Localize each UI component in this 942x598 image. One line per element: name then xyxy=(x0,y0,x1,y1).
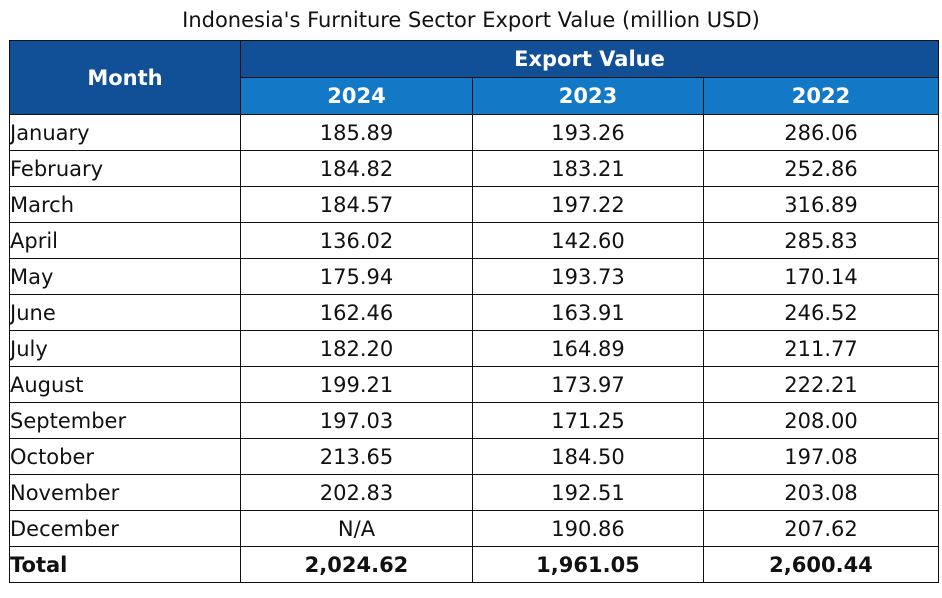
value-cell-2022: 286.06 xyxy=(703,114,939,151)
year-header-2024: 2024 xyxy=(240,77,473,115)
value-cell-2023: 183.21 xyxy=(472,150,704,187)
value-cell-2024: 184.82 xyxy=(240,150,473,187)
month-cell: July xyxy=(9,330,241,367)
value-cell-2022: 197.08 xyxy=(703,438,939,475)
value-cell-2022: 211.77 xyxy=(703,330,939,367)
table-row: July 182.20 164.89 211.77 xyxy=(9,330,939,367)
value-cell-2023: 171.25 xyxy=(472,402,704,439)
value-cell-2022: 170.14 xyxy=(703,258,939,295)
table-row: October 213.65 184.50 197.08 xyxy=(9,438,939,475)
value-cell-2023: 192.51 xyxy=(472,474,704,511)
month-cell: June xyxy=(9,294,241,331)
value-cell-2024: 199.21 xyxy=(240,366,473,403)
month-cell: May xyxy=(9,258,241,295)
value-cell-2023: 163.91 xyxy=(472,294,704,331)
value-cell-2023: 193.73 xyxy=(472,258,704,295)
total-label: Total xyxy=(9,546,241,583)
table-row: May 175.94 193.73 170.14 xyxy=(9,258,939,295)
value-cell-2024: 185.89 xyxy=(240,114,473,151)
value-cell-2024: 184.57 xyxy=(240,186,473,223)
table-row: August 199.21 173.97 222.21 xyxy=(9,366,939,403)
month-cell: January xyxy=(9,114,241,151)
month-cell: October xyxy=(9,438,241,475)
table-title: Indonesia's Furniture Sector Export Valu… xyxy=(182,8,760,32)
table-row: March 184.57 197.22 316.89 xyxy=(9,186,939,223)
table-row: February 184.82 183.21 252.86 xyxy=(9,150,939,187)
month-cell: April xyxy=(9,222,241,259)
value-cell-2023: 193.26 xyxy=(472,114,704,151)
year-header-2022: 2022 xyxy=(703,77,939,115)
value-cell-2023: 190.86 xyxy=(472,510,704,547)
export-value-group-header: Export Value xyxy=(240,40,939,78)
table-row: June 162.46 163.91 246.52 xyxy=(9,294,939,331)
value-cell-2023: 173.97 xyxy=(472,366,704,403)
table-row: November 202.83 192.51 203.08 xyxy=(9,474,939,511)
value-cell-2024: 182.20 xyxy=(240,330,473,367)
value-cell-2022: 208.00 xyxy=(703,402,939,439)
value-cell-2022: 222.21 xyxy=(703,366,939,403)
year-header-2023: 2023 xyxy=(472,77,704,115)
value-cell-2022: 316.89 xyxy=(703,186,939,223)
total-row: Total 2,024.62 1,961.05 2,600.44 xyxy=(9,546,939,583)
month-cell: August xyxy=(9,366,241,403)
table-row: December N/A 190.86 207.62 xyxy=(9,510,939,547)
value-cell-2022: 246.52 xyxy=(703,294,939,331)
total-value-2023: 1,961.05 xyxy=(472,546,704,583)
value-cell-2023: 184.50 xyxy=(472,438,704,475)
table-row: April 136.02 142.60 285.83 xyxy=(9,222,939,259)
month-cell: September xyxy=(9,402,241,439)
total-value-2022: 2,600.44 xyxy=(703,546,939,583)
value-cell-2024: 197.03 xyxy=(240,402,473,439)
value-cell-2023: 164.89 xyxy=(472,330,704,367)
value-cell-2024: 175.94 xyxy=(240,258,473,295)
value-cell-2024: N/A xyxy=(240,510,473,547)
month-cell: December xyxy=(9,510,241,547)
month-cell: November xyxy=(9,474,241,511)
export-value-table: Month Export Value 2024 2023 2022 Januar… xyxy=(9,40,939,583)
value-cell-2023: 197.22 xyxy=(472,186,704,223)
table-row: September 197.03 171.25 208.00 xyxy=(9,402,939,439)
value-cell-2022: 285.83 xyxy=(703,222,939,259)
value-cell-2024: 202.83 xyxy=(240,474,473,511)
value-cell-2024: 162.46 xyxy=(240,294,473,331)
value-cell-2022: 207.62 xyxy=(703,510,939,547)
month-cell: March xyxy=(9,186,241,223)
table-body: January 185.89 193.26 286.06 February 184.82 1… xyxy=(9,114,939,547)
total-value-2024: 2,024.62 xyxy=(240,546,473,583)
value-cell-2023: 142.60 xyxy=(472,222,704,259)
table-row: January 185.89 193.26 286.06 xyxy=(9,114,939,151)
value-cell-2022: 252.86 xyxy=(703,150,939,187)
month-column-header: Month xyxy=(9,40,241,115)
month-cell: February xyxy=(9,150,241,187)
value-cell-2024: 136.02 xyxy=(240,222,473,259)
value-cell-2022: 203.08 xyxy=(703,474,939,511)
value-cell-2024: 213.65 xyxy=(240,438,473,475)
